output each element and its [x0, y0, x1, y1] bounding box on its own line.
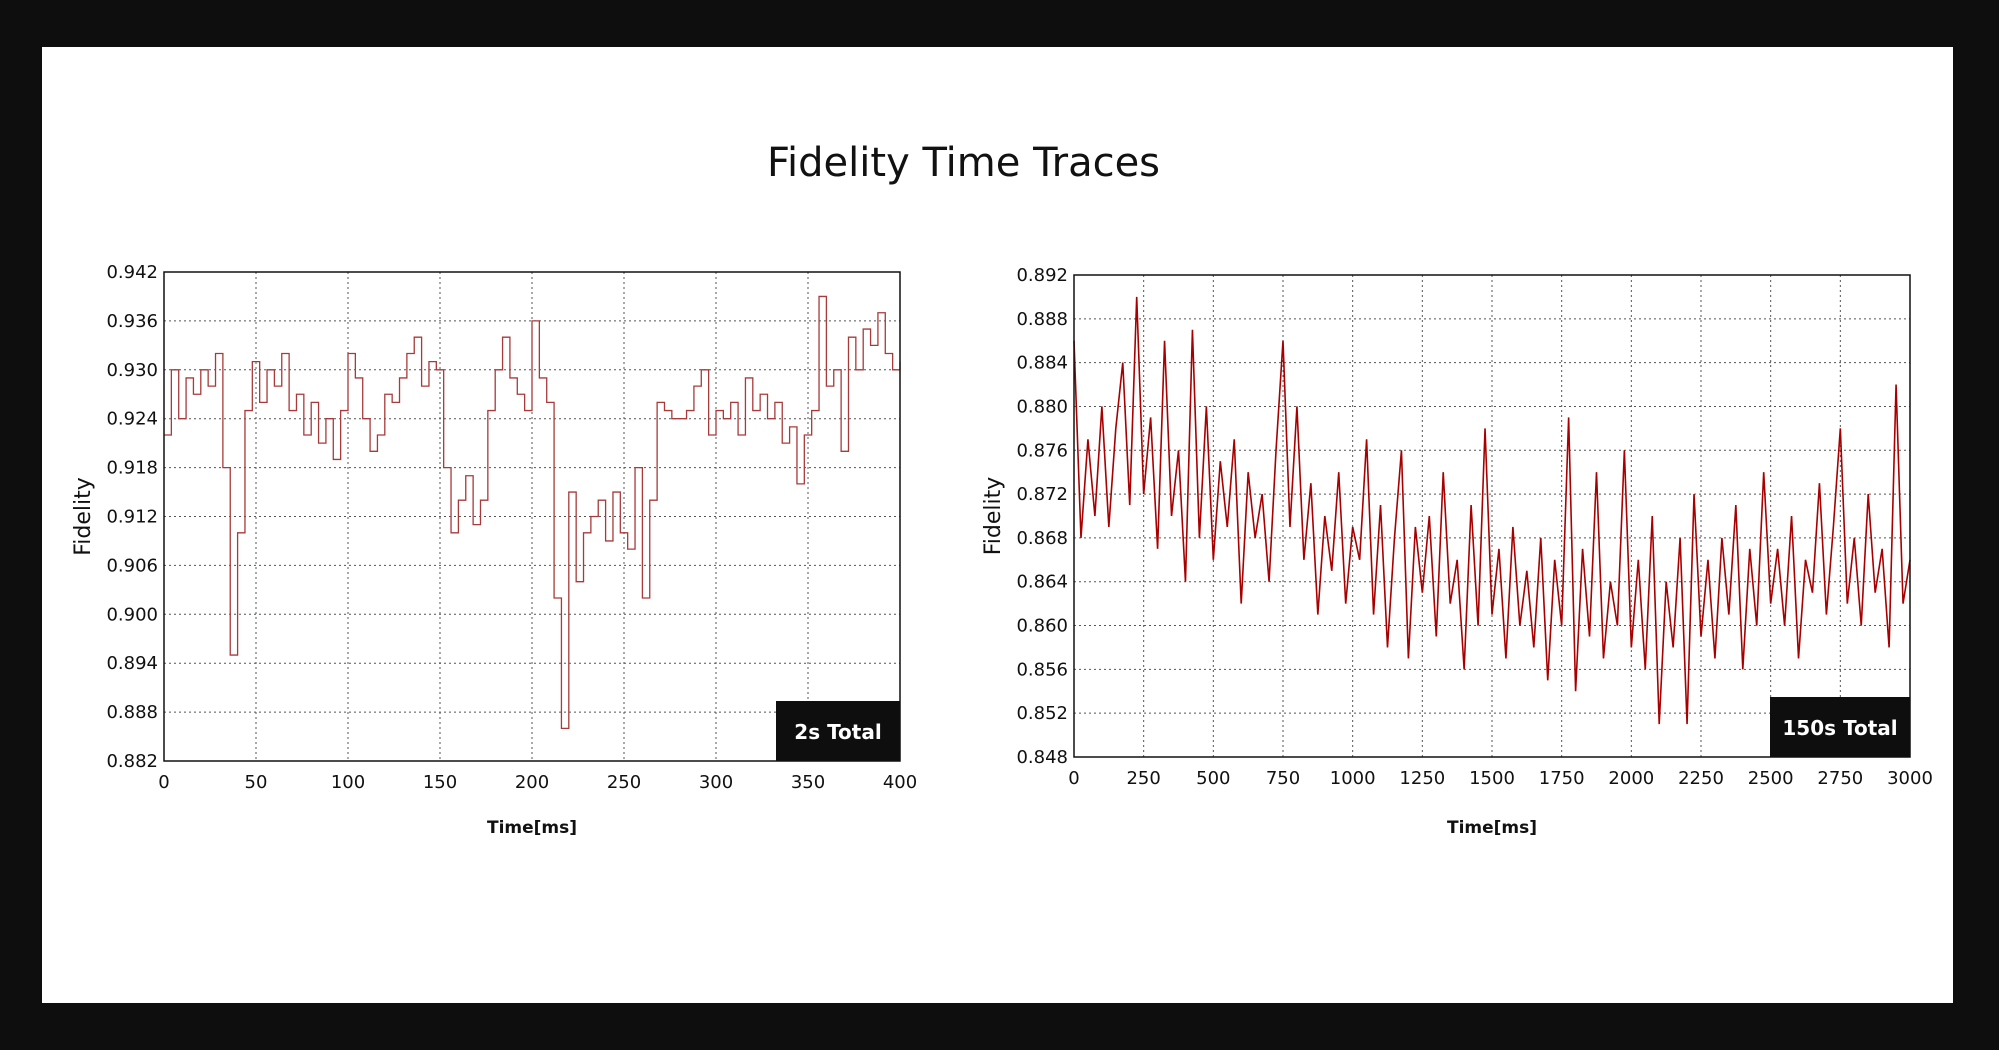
y-tick-label: 0.892 — [1016, 265, 1068, 286]
y-tick-label: 0.880 — [1016, 396, 1068, 417]
y-axis-label: Fidelity — [981, 477, 1006, 556]
x-tick-label: 1000 — [1330, 768, 1376, 789]
x-tick-label: 300 — [699, 772, 733, 793]
x-tick-label: 250 — [1126, 768, 1160, 789]
y-tick-label: 0.876 — [1016, 440, 1068, 461]
y-tick-label: 0.888 — [106, 702, 158, 723]
y-tick-label: 0.852 — [1016, 703, 1068, 724]
y-tick-label: 0.942 — [106, 262, 158, 283]
plot-frame — [1073, 274, 1911, 758]
y-tick-label: 0.894 — [106, 653, 158, 674]
figure-panel — [42, 47, 1953, 1003]
y-tick-label: 0.848 — [1016, 747, 1068, 768]
y-tick-label: 0.856 — [1016, 659, 1068, 680]
x-tick-label: 250 — [607, 772, 641, 793]
x-tick-label: 2750 — [1817, 768, 1863, 789]
x-tick-label: 500 — [1196, 768, 1230, 789]
total-badge — [1770, 697, 1910, 757]
y-tick-label: 0.860 — [1016, 616, 1068, 637]
x-tick-label: 3000 — [1887, 768, 1933, 789]
y-tick-label: 0.888 — [1016, 309, 1068, 330]
y-tick-label: 0.918 — [106, 458, 158, 479]
x-tick-label: 0 — [158, 772, 169, 793]
chart-150s: 0.892 0.888 0.884 0.880 0.876 0.872 0.868 0.864… — [981, 265, 1933, 838]
x-tick-label: 200 — [515, 772, 549, 793]
y-tick-label: 0.872 — [1016, 484, 1068, 505]
y-tick-label: 0.864 — [1016, 572, 1068, 593]
y-tick-label: 0.884 — [1016, 353, 1068, 374]
x-tick-label: 1250 — [1399, 768, 1445, 789]
fidelity-trace — [1073, 296, 1911, 725]
x-axis-label: Time[ms] — [1447, 818, 1537, 838]
y-tick-label: 0.900 — [106, 604, 158, 625]
total-badge-label: 150s Total — [1782, 716, 1897, 740]
x-tick-label: 400 — [883, 772, 917, 793]
figure-title: Fidelity Time Traces — [766, 140, 1161, 186]
y-tick-label: 0.912 — [106, 507, 158, 528]
x-tick-label: 1750 — [1539, 768, 1585, 789]
y-axis-label: Fidelity — [71, 477, 96, 556]
x-axis-label: Time[ms] — [487, 818, 577, 838]
y-tick-label: 0.936 — [106, 311, 158, 332]
fidelity-trace — [164, 295, 901, 730]
y-tick-label: 0.882 — [106, 751, 158, 772]
y-tick-label: 0.930 — [106, 360, 158, 381]
total-badge-label: 2s Total — [794, 720, 881, 744]
x-tick-label: 750 — [1266, 768, 1300, 789]
x-tick-label: 0 — [1068, 768, 1079, 789]
chart-2s: 0.942 0.936 0.930 0.924 0.918 0.912 0.906 0.900… — [71, 262, 917, 838]
x-tick-label: 150 — [423, 772, 457, 793]
x-tick-label: 2250 — [1678, 768, 1724, 789]
x-tick-label: 2000 — [1608, 768, 1654, 789]
x-tick-label: 1500 — [1469, 768, 1515, 789]
y-tick-label: 0.924 — [106, 409, 158, 430]
x-tick-label: 2500 — [1748, 768, 1794, 789]
total-badge — [776, 701, 900, 761]
plot-frame — [163, 271, 901, 762]
y-tick-label: 0.906 — [106, 555, 158, 576]
x-tick-label: 100 — [331, 772, 365, 793]
x-tick-label: 350 — [791, 772, 825, 793]
y-tick-label: 0.868 — [1016, 528, 1068, 549]
x-tick-label: 50 — [245, 772, 268, 793]
